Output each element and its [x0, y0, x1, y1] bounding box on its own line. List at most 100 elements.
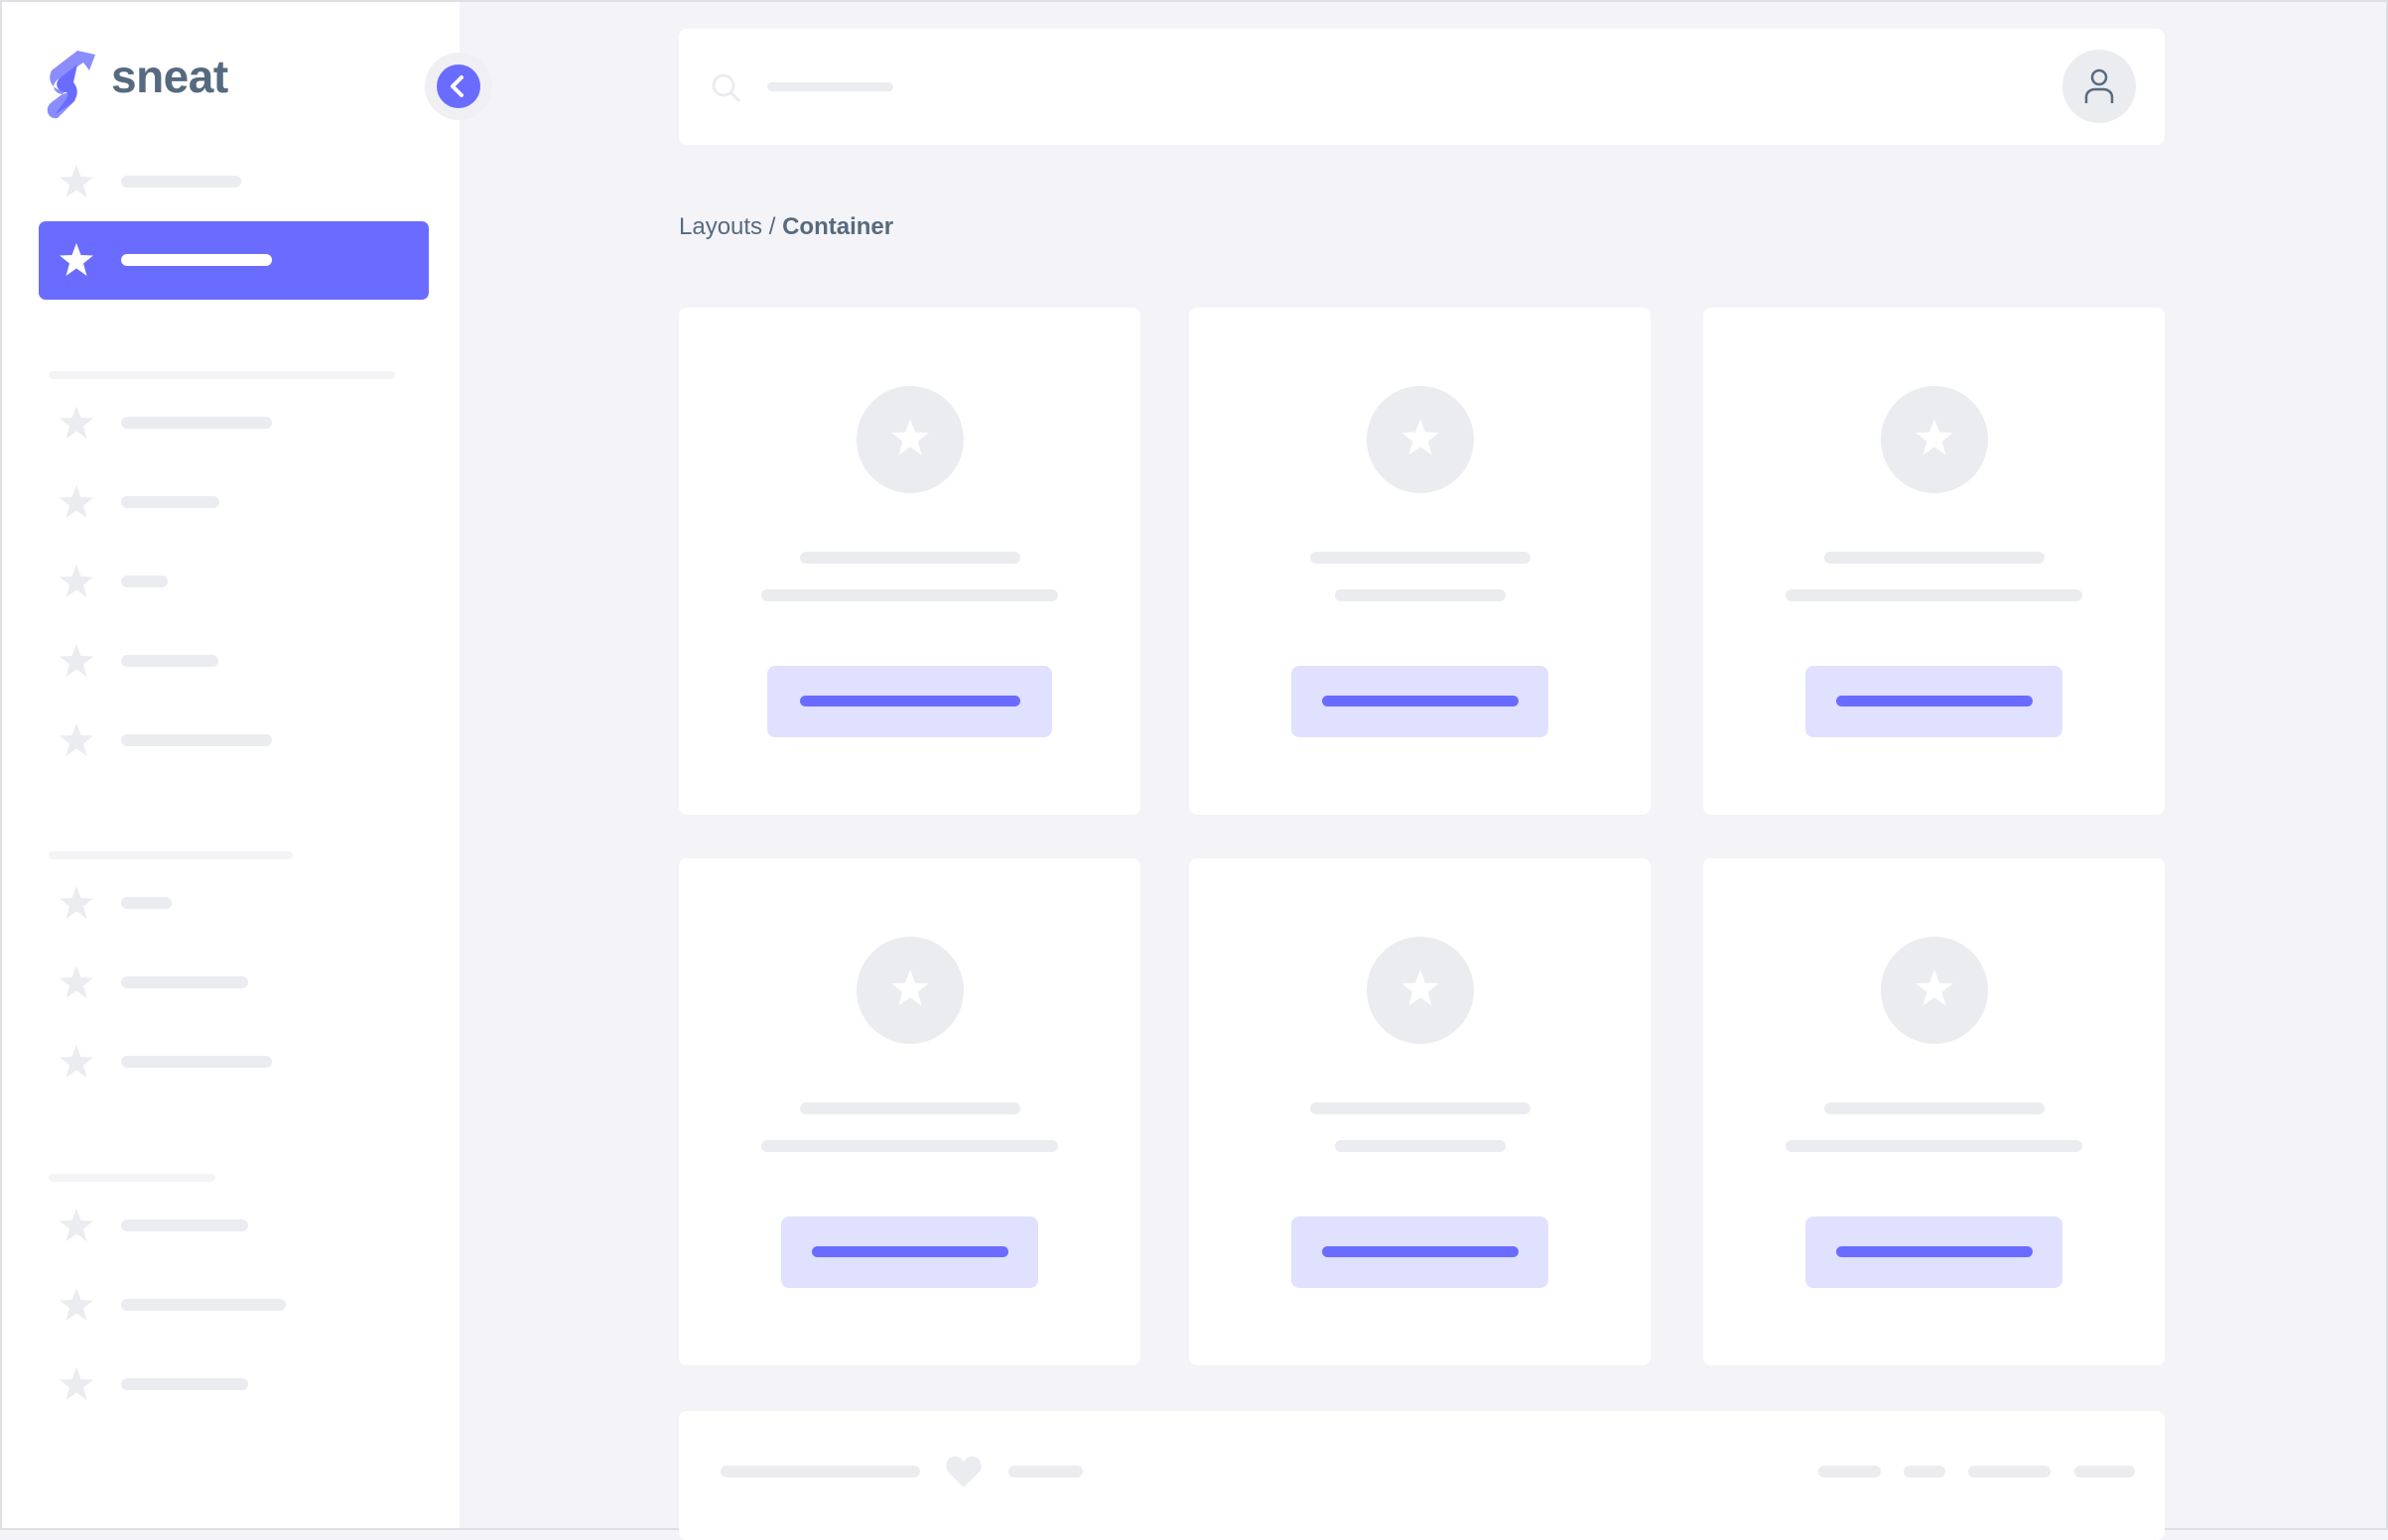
- star-icon: [60, 644, 93, 677]
- sidebar-item[interactable]: [2, 238, 460, 282]
- card-title: [1309, 1102, 1530, 1114]
- star-icon: [60, 1209, 93, 1241]
- card-button-label: [811, 1246, 1008, 1257]
- card-button-label: [1321, 1246, 1519, 1257]
- sidebar-item[interactable]: [2, 1362, 460, 1406]
- footer-link[interactable]: [2074, 1466, 2135, 1477]
- card-button-label: [1835, 1246, 2033, 1257]
- footer: [679, 1411, 2165, 1540]
- chevron-left-icon: [451, 75, 464, 97]
- sidebar-item-label: [121, 1056, 272, 1068]
- sidebar-item-label: [121, 1378, 248, 1390]
- card-button[interactable]: [1291, 666, 1548, 737]
- card-text: [1786, 1140, 2082, 1152]
- card-icon-circle: [1881, 937, 1988, 1044]
- sidebar-section-header: [49, 1174, 215, 1182]
- sidebar-item[interactable]: [2, 718, 460, 762]
- sidebar-item[interactable]: [2, 1040, 460, 1084]
- sidebar-item-label: [121, 897, 172, 909]
- star-icon: [60, 965, 93, 998]
- footer-link[interactable]: [1968, 1466, 2051, 1477]
- search-icon[interactable]: [711, 72, 742, 104]
- card-text: [1786, 589, 2082, 601]
- sidebar-item[interactable]: [2, 1204, 460, 1247]
- card-button[interactable]: [1291, 1217, 1548, 1288]
- card-button[interactable]: [1805, 666, 2062, 737]
- sidebar-item[interactable]: [2, 881, 460, 925]
- sidebar-item-label: [121, 734, 272, 746]
- breadcrumb-separator: /: [768, 213, 776, 240]
- card: [1703, 858, 2165, 1365]
- star-icon: [891, 419, 929, 455]
- card: [679, 308, 1140, 815]
- footer-link[interactable]: [1904, 1466, 1945, 1477]
- star-icon: [1401, 969, 1439, 1006]
- top-navbar: [679, 29, 2165, 145]
- heart-icon: [946, 1456, 982, 1487]
- sidebar-item-label: [121, 176, 241, 188]
- sidebar-item[interactable]: [2, 961, 460, 1004]
- card-title: [1309, 552, 1530, 564]
- avatar[interactable]: [2062, 50, 2136, 123]
- card-icon-circle: [857, 386, 964, 493]
- sidebar: sneat: [2, 2, 460, 1528]
- sidebar-item[interactable]: [2, 160, 460, 203]
- sidebar-item[interactable]: [2, 1283, 460, 1327]
- card-icon-circle: [1367, 937, 1474, 1044]
- card: [1189, 308, 1651, 815]
- star-icon: [60, 1288, 93, 1321]
- star-icon: [60, 723, 93, 756]
- card: [679, 858, 1140, 1365]
- card-title: [1823, 1102, 2045, 1114]
- card-icon-circle: [1367, 386, 1474, 493]
- sidebar-item-label: [121, 417, 272, 429]
- card-text: [1334, 589, 1506, 601]
- star-icon: [60, 1045, 93, 1078]
- card-text: [761, 589, 1058, 601]
- sidebar-item-label: [121, 1219, 248, 1231]
- star-icon: [60, 565, 93, 597]
- sidebar-item[interactable]: [2, 639, 460, 683]
- logo-text: sneat: [111, 51, 228, 102]
- star-icon: [60, 485, 93, 518]
- star-icon: [891, 969, 929, 1006]
- sidebar-item-label: [121, 976, 248, 988]
- breadcrumb-parent[interactable]: Layouts: [679, 213, 763, 240]
- sidebar-item-label: [121, 496, 219, 508]
- breadcrumb: Layouts / Container: [679, 213, 893, 241]
- card-title: [799, 552, 1020, 564]
- footer-text: [721, 1466, 920, 1477]
- card-button-label: [799, 696, 1020, 706]
- star-icon: [1916, 969, 1953, 1006]
- footer-link[interactable]: [1818, 1466, 1881, 1477]
- footer-link[interactable]: [1008, 1466, 1083, 1477]
- card-button-label: [1835, 696, 2033, 706]
- sidebar-item[interactable]: [2, 480, 460, 524]
- sidebar-item-label: [121, 1299, 286, 1311]
- sidebar-item[interactable]: [2, 401, 460, 445]
- breadcrumb-current: Container: [782, 213, 894, 240]
- user-icon: [2084, 68, 2114, 103]
- card-title: [799, 1102, 1020, 1114]
- star-icon: [60, 243, 93, 276]
- card: [1189, 858, 1651, 1365]
- card-button[interactable]: [767, 666, 1052, 737]
- search-input[interactable]: [767, 82, 893, 91]
- card: [1703, 308, 2165, 815]
- star-icon: [60, 165, 93, 197]
- card-title: [1823, 552, 2045, 564]
- card-icon-circle: [857, 937, 964, 1044]
- sidebar-item-label: [121, 254, 272, 266]
- star-icon: [60, 886, 93, 919]
- sidebar-section-header: [49, 371, 395, 379]
- card-text: [1334, 1140, 1506, 1152]
- card-button-label: [1321, 696, 1519, 706]
- card-button[interactable]: [1805, 1217, 2062, 1288]
- star-icon: [1401, 419, 1439, 455]
- card-button[interactable]: [781, 1217, 1038, 1288]
- collapse-sidebar-button[interactable]: [437, 64, 480, 108]
- star-icon: [1916, 419, 1953, 455]
- logo-icon: [47, 51, 95, 119]
- sidebar-item[interactable]: [2, 560, 460, 603]
- sidebar-item-label: [121, 576, 168, 587]
